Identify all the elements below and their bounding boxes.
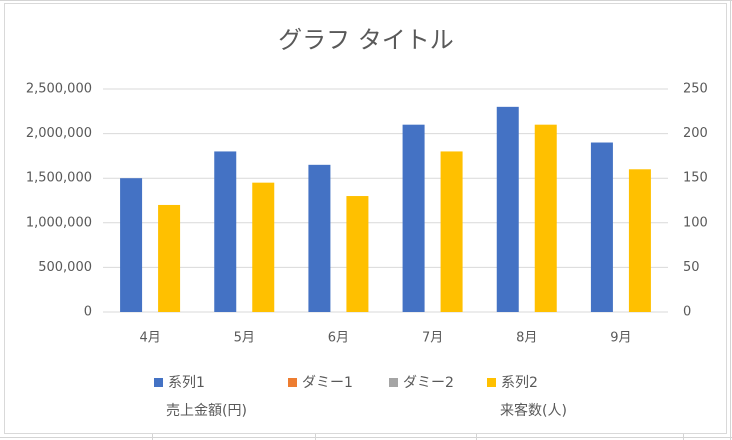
y2-tick-label: 250 (683, 82, 708, 97)
y2-tick-label: 100 (683, 215, 708, 230)
x-tick-label: 8月 (516, 331, 537, 346)
bar (402, 124, 425, 313)
y2-tick-label: 50 (683, 260, 700, 275)
x-tick-label: 6月 (328, 331, 349, 346)
legend-label: ダミー1 (302, 375, 353, 391)
x-tick-label: 4月 (139, 331, 160, 346)
bar (158, 204, 181, 312)
bar (120, 178, 143, 312)
legend-label: 系列1 (168, 375, 205, 391)
legend-swatch (389, 378, 398, 387)
y2-axis-title: 来客数(人) (500, 402, 567, 419)
y-axis-title: 売上金額(円) (166, 403, 247, 419)
bar (214, 151, 237, 312)
bar (534, 124, 557, 313)
bar (252, 182, 275, 312)
bar (496, 106, 519, 312)
legend-swatch (154, 378, 163, 387)
y-tick-label: 2,500,000 (26, 82, 92, 97)
bar (346, 196, 369, 312)
x-tick-label: 5月 (234, 331, 255, 346)
x-tick-label: 9月 (610, 331, 631, 346)
bar (440, 151, 463, 312)
legend-swatch (288, 378, 297, 387)
y-tick-label: 1,500,000 (26, 171, 92, 186)
bar (628, 169, 651, 312)
legend-swatch (487, 378, 496, 387)
y-tick-label: 500,000 (38, 260, 92, 275)
y-tick-label: 2,000,000 (26, 126, 92, 141)
chart-title: グラフ タイトル (278, 26, 454, 54)
y2-tick-label: 0 (683, 305, 691, 320)
y2-tick-label: 200 (683, 126, 708, 141)
legend-label: 系列2 (501, 375, 538, 391)
y-tick-label: 1,000,000 (26, 215, 92, 230)
y2-tick-label: 150 (683, 171, 708, 186)
legend-label: ダミー2 (403, 375, 454, 391)
bar (308, 164, 331, 312)
y-tick-label: 0 (84, 305, 92, 320)
x-tick-label: 7月 (422, 331, 443, 346)
bar (590, 142, 613, 312)
